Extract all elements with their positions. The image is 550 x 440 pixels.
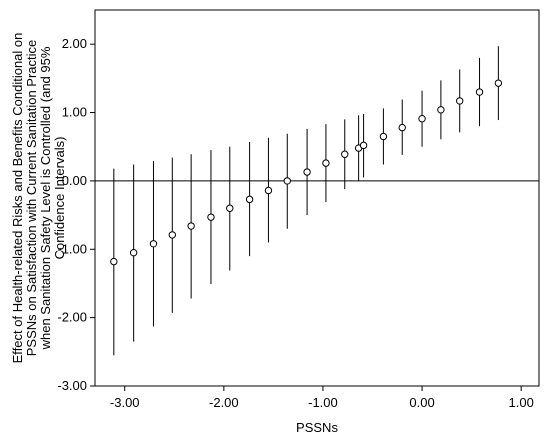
effect-point [398,123,406,132]
y-tick-label: 1.00 [62,105,87,120]
y-tick-label: 2.00 [62,36,87,51]
x-axis-title: PSSNs [296,420,338,435]
y-axis-title-line: PSSNs on Satisfaction with Current Sanit… [24,40,39,356]
effect-point [456,97,464,105]
y-axis-title-line: when Sanitation Safety Level is Controll… [38,46,53,350]
y-axis-title: Effect of Health-related Risks and Benef… [10,33,67,364]
effect-point [303,168,311,176]
effect-point [187,222,195,230]
effect-point [110,257,118,266]
effect-point [283,177,291,185]
effect-point [494,79,503,87]
effect-point [341,150,349,158]
effect-point [379,132,388,141]
effect-point [437,106,445,114]
x-axis: -3.00 -2.00 -1.00 0.00 1.00 [110,386,534,410]
x-tick-label: 1.00 [509,395,534,410]
effect-point [129,248,138,257]
y-axis-title-line: Effect of Health-related Risks and Benef… [10,33,25,364]
x-tick-label: -3.00 [110,395,140,410]
error-bar-series [110,46,503,356]
plot-frame [94,9,540,387]
effect-point [475,88,484,96]
x-tick-label: -2.00 [209,395,239,410]
effect-point [322,159,330,167]
effect-point [359,141,368,150]
x-tick-label: 0.00 [409,395,434,410]
effect-point [264,186,273,195]
effect-point [207,213,215,221]
y-axis: 2.00 1.00 0.00 -1.00 -2.00 -3.00 [57,36,95,393]
effect-point [418,114,426,123]
y-tick-label: -2.00 [57,310,87,325]
y-tick-label: 0.00 [62,173,87,188]
effect-point [149,240,158,248]
effect-point [245,195,254,204]
y-tick-label: -1.00 [57,241,87,256]
y-axis-title-line: Confidence Intervals) [52,137,67,260]
x-tick-label: -1.00 [308,395,338,410]
y-tick-label: -3.00 [57,378,87,393]
effect-point [226,204,234,212]
effect-point [168,231,177,239]
